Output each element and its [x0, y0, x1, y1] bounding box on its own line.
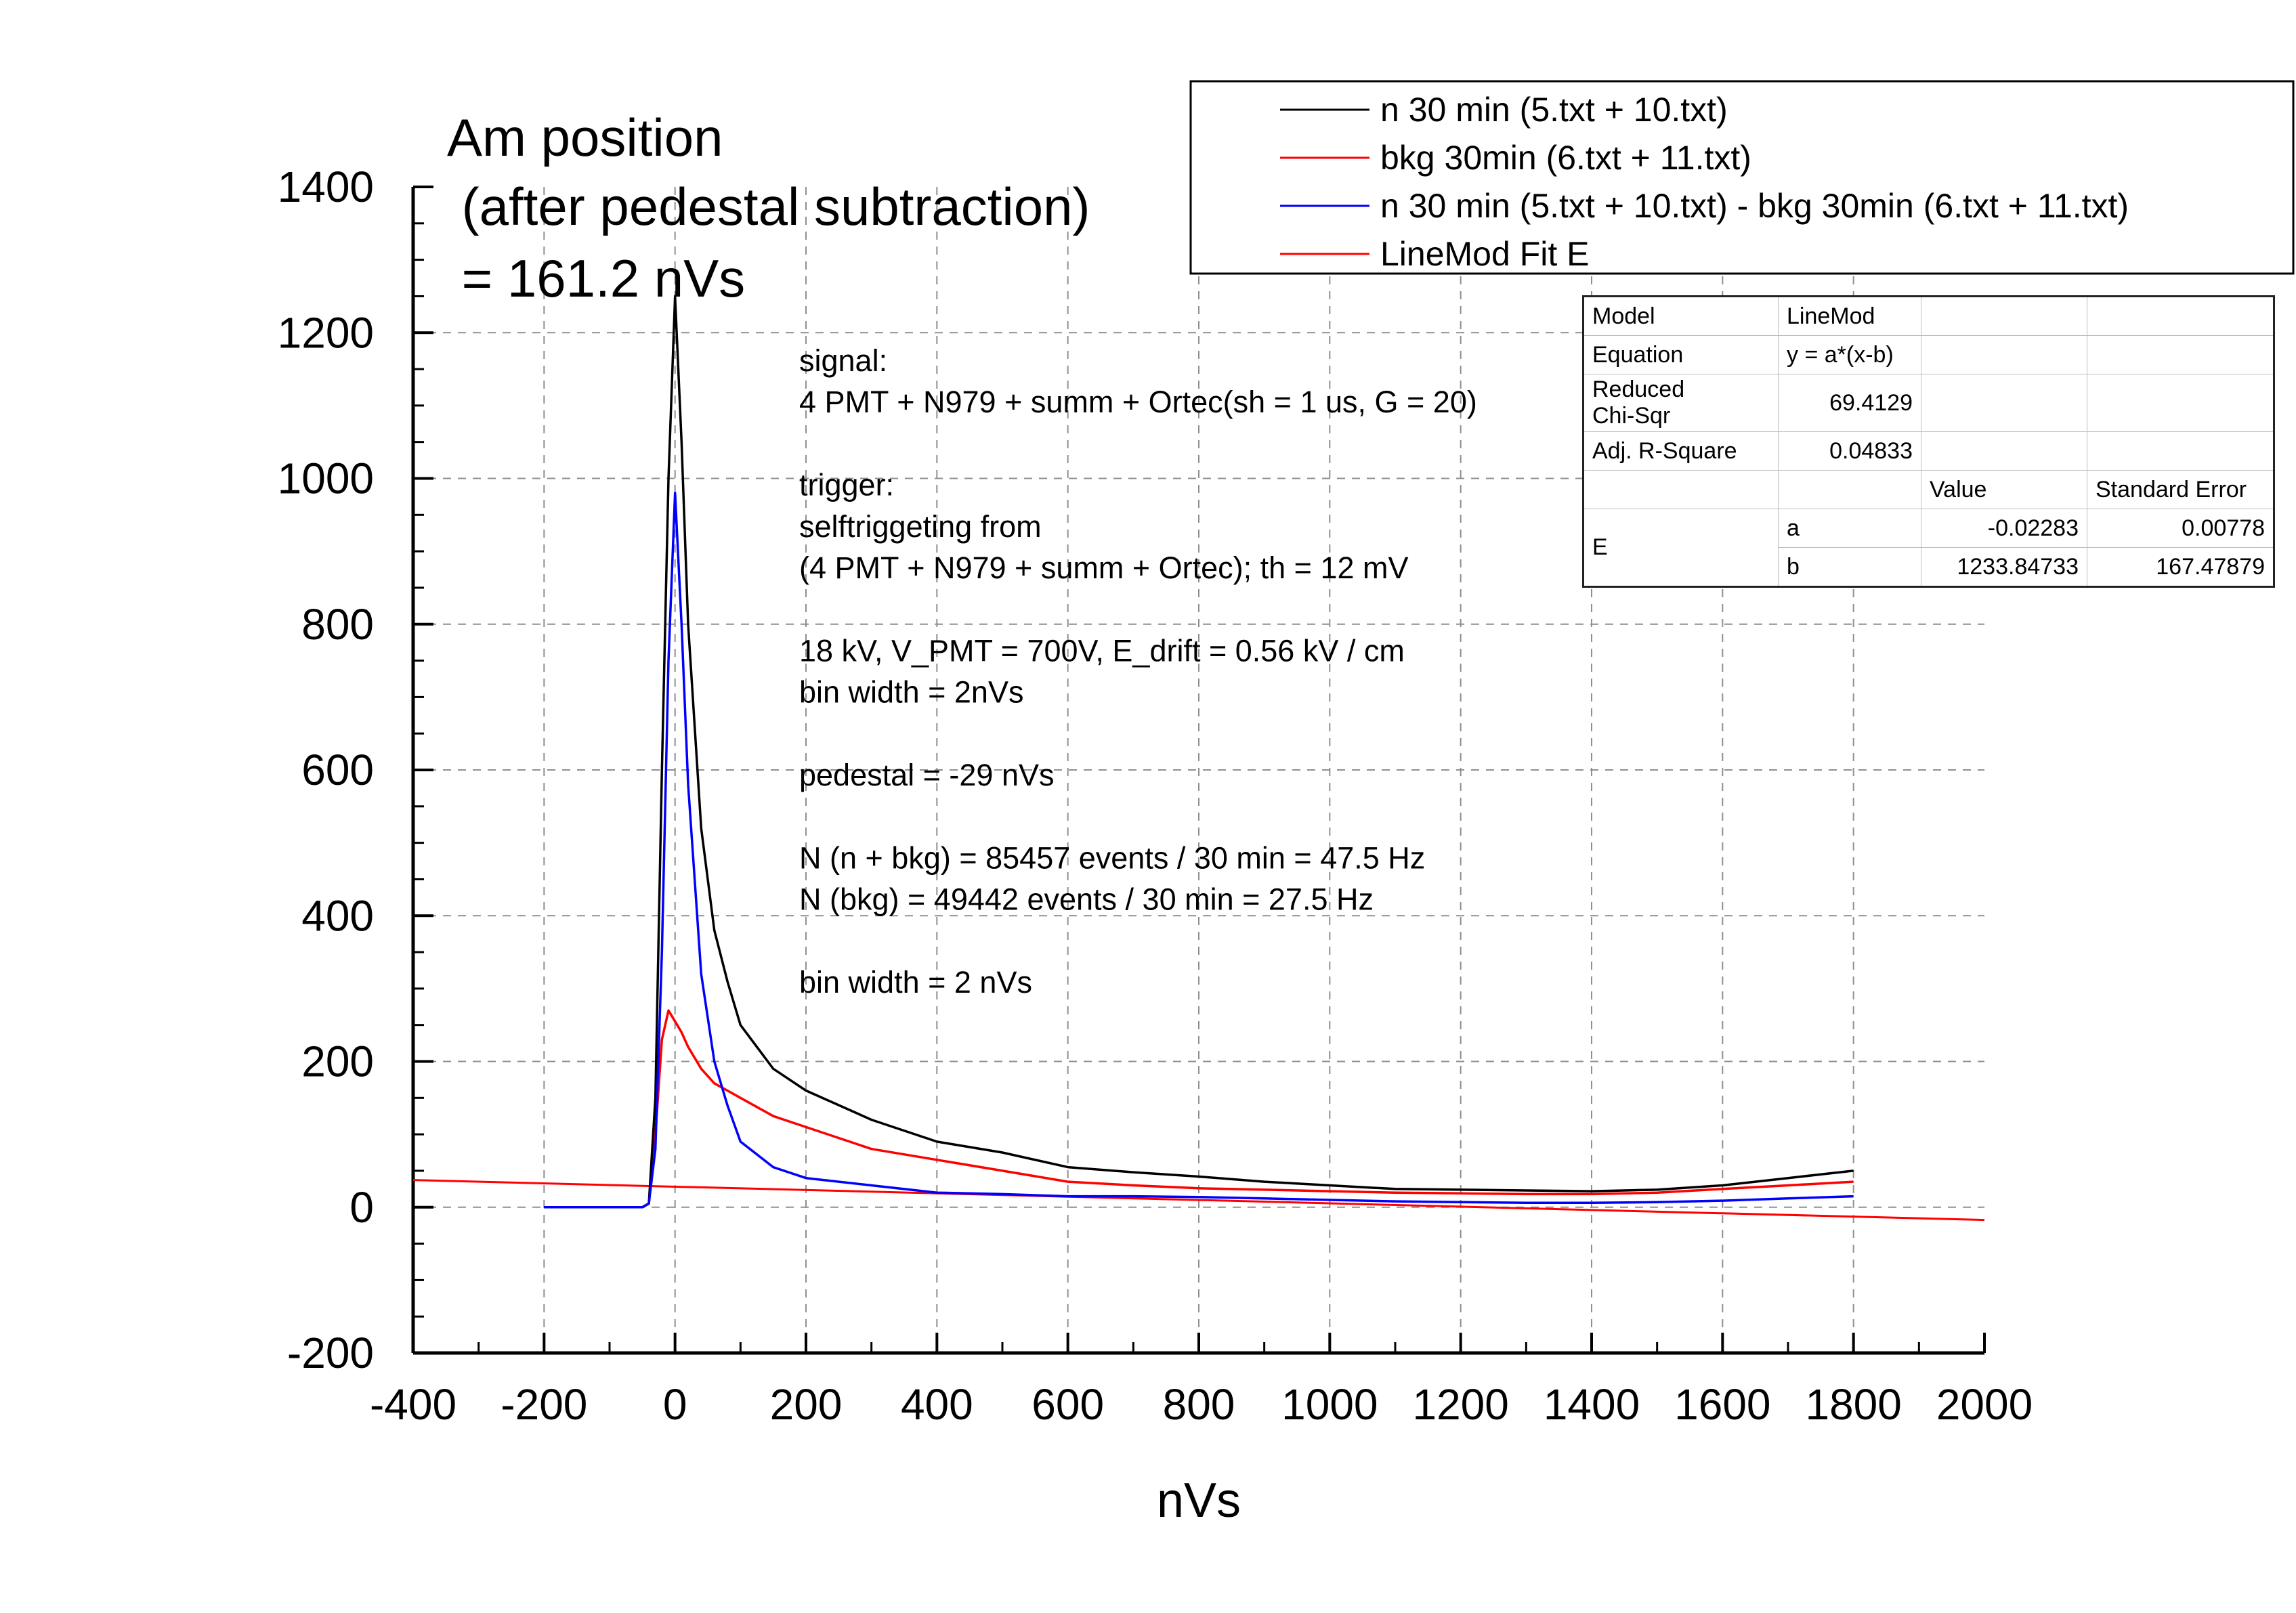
y-tick-label: 400 [301, 891, 374, 940]
annotation-line: bin width = 2 nVs [799, 965, 1032, 999]
legend-label: bkg 30min (6.txt + 11.txt) [1380, 139, 1751, 177]
fit-row-headers: Value Standard Error [1583, 470, 2274, 509]
x-tick-label: 1800 [1805, 1380, 1901, 1429]
x-tick-label: 400 [901, 1380, 973, 1429]
y-tick-label: 1400 [278, 163, 374, 211]
series-line-n [544, 295, 1854, 1209]
error-header: Standard Error [2087, 470, 2274, 509]
fit-row-r2: Adj. R-Square 0.04833 [1583, 431, 2274, 471]
series-line-fit [413, 1179, 1984, 1222]
annotation-text-block: signal: 4 PMT + N979 + summ + Ortec(sh = … [799, 343, 1477, 999]
fit-row-chisq: Reduced Chi-Sqr 69.4129 [1583, 374, 2274, 432]
x-axis-title: nVs [1157, 1474, 1241, 1528]
title-line-3: = 161.2 nVs [447, 249, 745, 308]
annotation-line: (4 PMT + N979 + summ + Ortec); th = 12 m… [799, 551, 1409, 585]
chisq-label: Reduced Chi-Sqr [1583, 374, 1779, 432]
model-label: Model [1583, 296, 1779, 336]
fit-row-param-a: E a -0.02283 0.00778 [1583, 509, 2274, 587]
chart-title: Am position (after pedestal subtraction)… [447, 108, 1090, 308]
empty-cell [1778, 470, 1921, 509]
x-tick-label: 600 [1032, 1380, 1104, 1429]
series-line-bkg [544, 1009, 1854, 1209]
empty-cell [2087, 335, 2274, 374]
y-tick-label: 0 [349, 1183, 374, 1232]
param-name: a [1778, 509, 1921, 548]
equation-value: y = a*(x-b) [1778, 335, 1921, 374]
legend-label: n 30 min (5.txt + 10.txt) [1380, 91, 1728, 129]
param-error: 0.00778 [2087, 509, 2274, 548]
fit-results-table: Model LineMod Equation y = a*(x-b) Reduc… [1582, 295, 2275, 588]
chisq-value: 69.4129 [1778, 374, 1921, 432]
annotation-line: trigger: [799, 468, 894, 502]
fit-row-model: Model LineMod [1583, 296, 2274, 336]
x-tick-label: 800 [1163, 1380, 1235, 1429]
param-name: b [1778, 547, 1921, 587]
x-tick-label: 1000 [1281, 1380, 1378, 1429]
tick-labels: -400 -200 0 200 400 600 800 1000 1200 1400 1600 180… [278, 163, 2033, 1429]
param-value: 1233.84733 [1921, 547, 2087, 587]
annotation-line: selftriggeting from [799, 509, 1042, 544]
title-line-2: (after pedestal subtraction) [447, 177, 1090, 236]
x-tick-label: -400 [370, 1380, 456, 1429]
annotation-line: N (bkg) = 49442 events / 30 min = 27.5 H… [799, 882, 1374, 917]
title-line-1: Am position [447, 108, 723, 167]
model-value: LineMod [1778, 296, 1921, 336]
empty-cell [2087, 296, 2274, 336]
annotation-line: bin width = 2nVs [799, 675, 1023, 710]
chisq-label-line-2: Chi-Sqr [1592, 403, 1671, 429]
fit-row-param-b: b 1233.84733 167.47879 [1583, 547, 2274, 587]
y-tick-label: 600 [301, 746, 374, 794]
annotation-line: 18 kV, V_PMT = 700V, E_drift = 0.56 kV /… [799, 633, 1405, 668]
empty-cell [1921, 431, 2087, 471]
series-line-difference [544, 492, 1854, 1209]
empty-cell [1921, 335, 2087, 374]
empty-cell [2087, 374, 2274, 432]
y-tick-label: 1200 [278, 308, 374, 357]
annotation-line: signal: [799, 343, 887, 378]
equation-label: Equation [1583, 335, 1779, 374]
param-value: -0.02283 [1921, 509, 2087, 548]
empty-cell [1583, 470, 1779, 509]
empty-cell [2087, 431, 2274, 471]
legend-label: LineMod Fit E [1380, 235, 1589, 273]
annotation-line: pedestal = -29 nVs [799, 758, 1055, 792]
y-tick-label: -200 [287, 1329, 374, 1377]
x-tick-label: 1200 [1412, 1380, 1508, 1429]
r2-label: Adj. R-Square [1583, 431, 1779, 471]
data-series [413, 295, 1984, 1222]
value-header: Value [1921, 470, 2087, 509]
x-tick-label: 0 [663, 1380, 687, 1429]
y-tick-label: 800 [301, 600, 374, 649]
param-error: 167.47879 [2087, 547, 2274, 587]
annotation-line: 4 PMT + N979 + summ + Ortec(sh = 1 us, G… [799, 385, 1477, 419]
fit-row-equation: Equation y = a*(x-b) [1583, 335, 2274, 374]
y-tick-label: 1000 [278, 454, 374, 503]
r2-value: 0.04833 [1778, 431, 1921, 471]
chisq-label-line-1: Reduced [1592, 377, 1685, 402]
legend: n 30 min (5.txt + 10.txt) bkg 30min (6.tx… [1189, 80, 2295, 275]
x-tick-label: 1600 [1674, 1380, 1770, 1429]
annotation-line: N (n + bkg) = 85457 events / 30 min = 47… [799, 840, 1425, 875]
legend-box [1189, 80, 2295, 275]
empty-cell [1921, 374, 2087, 432]
x-tick-label: 2000 [1936, 1380, 2033, 1429]
y-tick-label: 200 [301, 1037, 374, 1086]
x-tick-label: 200 [770, 1380, 843, 1429]
legend-label: n 30 min (5.txt + 10.txt) - bkg 30min (6… [1380, 187, 2129, 225]
x-tick-label: 1400 [1544, 1380, 1640, 1429]
empty-cell [1921, 296, 2087, 336]
tick-marks [412, 186, 1986, 1354]
x-tick-label: -200 [501, 1380, 587, 1429]
group-label: E [1583, 509, 1779, 587]
